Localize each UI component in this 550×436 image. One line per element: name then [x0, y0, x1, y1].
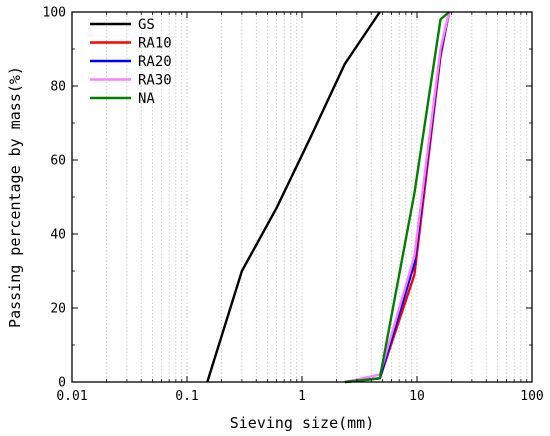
- legend-label-ra10: RA10: [138, 36, 172, 52]
- x-tick-label: 1: [298, 389, 306, 404]
- legend-label-ra20: RA20: [138, 54, 172, 70]
- y-tick-label: 20: [50, 302, 66, 317]
- grid-lines: [106, 12, 528, 382]
- x-tick-label: 0.01: [56, 389, 87, 404]
- axis-ticks: 0.01 0.1 1 10 100 0 20 40 60 80 100: [43, 6, 544, 405]
- y-tick-label: 40: [50, 228, 66, 243]
- series-line-na: [344, 11, 450, 384]
- series-line-ra30: [344, 11, 451, 384]
- y-tick-label: 80: [50, 80, 66, 95]
- x-tick-label: 10: [409, 389, 425, 404]
- x-tick-label: 100: [520, 389, 543, 404]
- legend: GS RA10 RA20 RA30 NA: [90, 17, 172, 107]
- legend-label-ra30: RA30: [138, 73, 172, 89]
- y-tick-label: 100: [43, 6, 66, 21]
- legend-label-na: NA: [138, 91, 155, 107]
- series-layer: [206, 11, 451, 384]
- y-tick-label: 0: [58, 376, 66, 391]
- y-axis-title: Passing percentage by mass(%): [6, 66, 24, 328]
- y-tick-label: 60: [50, 154, 66, 169]
- x-axis-title: Sieving size(mm): [230, 414, 375, 432]
- series-line-gs: [206, 11, 381, 383]
- x-tick-label: 0.1: [175, 389, 198, 404]
- legend-label-gs: GS: [138, 17, 155, 33]
